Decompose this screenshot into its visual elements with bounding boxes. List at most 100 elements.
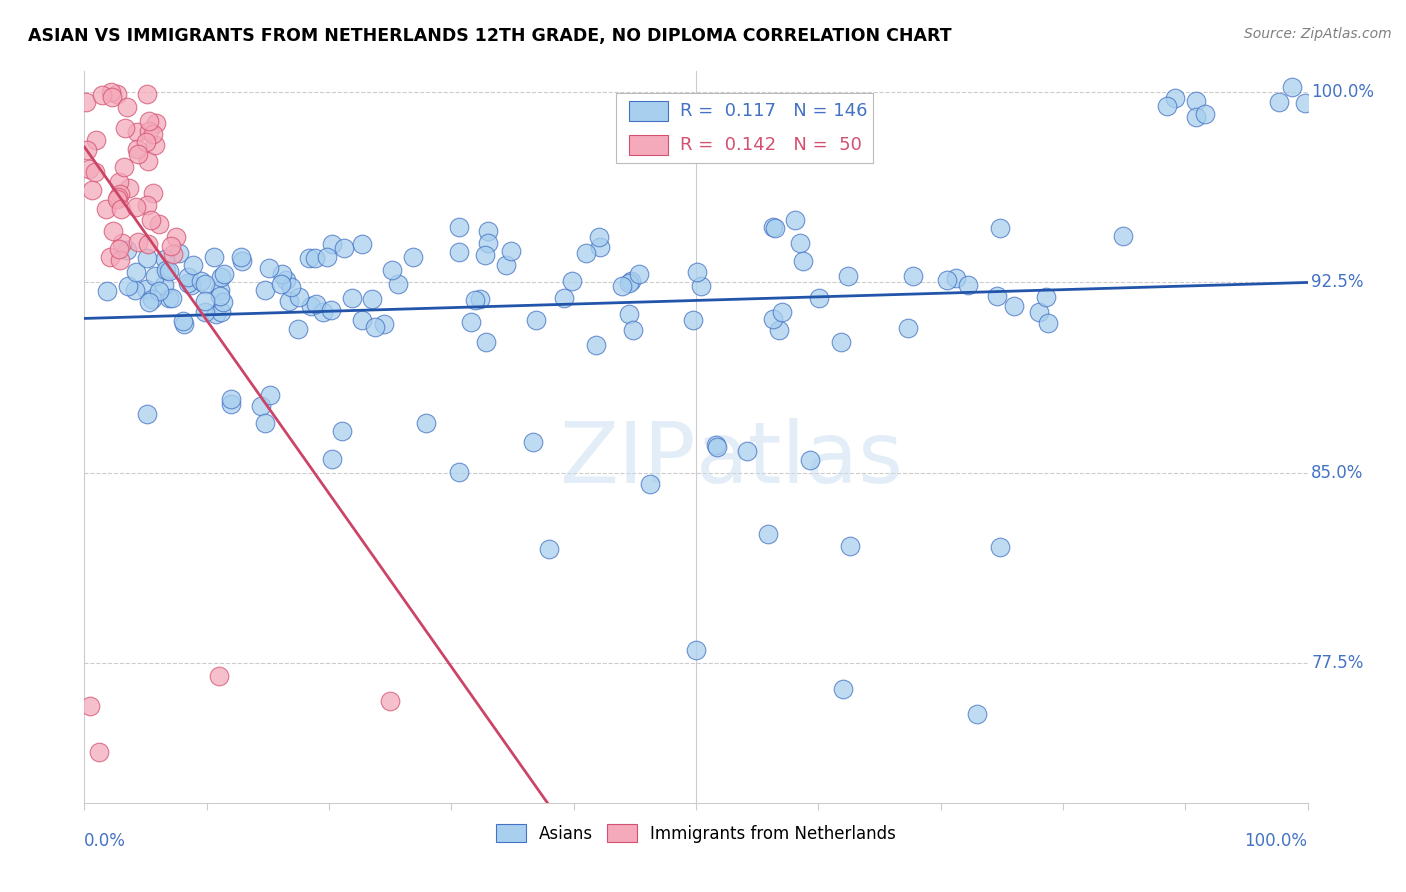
Point — [936, 273, 959, 287]
Text: atlas: atlas — [696, 417, 904, 500]
Point — [988, 221, 1011, 235]
Point — [190, 275, 212, 289]
Point — [138, 113, 160, 128]
Text: 100.0%: 100.0% — [1312, 83, 1374, 101]
Point — [142, 186, 165, 200]
Point — [209, 305, 232, 319]
Point — [380, 694, 402, 708]
Point — [205, 307, 228, 321]
Point — [735, 443, 758, 458]
Point — [288, 291, 311, 305]
Point — [96, 202, 118, 217]
Point — [589, 240, 612, 254]
Point — [316, 250, 339, 264]
Point — [105, 192, 128, 206]
Point — [686, 265, 709, 279]
Point — [838, 539, 860, 553]
Point — [763, 221, 786, 235]
Point — [162, 247, 184, 261]
Point — [499, 244, 522, 258]
Point — [125, 125, 148, 139]
Point — [160, 291, 183, 305]
Text: 85.0%: 85.0% — [1312, 464, 1364, 482]
Point — [799, 453, 821, 467]
Point — [956, 278, 979, 293]
Point — [704, 438, 727, 452]
Point — [373, 317, 395, 331]
Point — [167, 246, 190, 260]
Point — [209, 270, 232, 285]
Point — [180, 278, 202, 293]
Point — [115, 243, 138, 257]
Point — [792, 253, 814, 268]
Point — [270, 277, 292, 291]
Point — [79, 699, 101, 714]
Point — [90, 88, 112, 103]
Point — [304, 251, 326, 265]
Point — [165, 230, 187, 244]
Point — [770, 305, 793, 319]
Point — [108, 175, 131, 189]
Bar — [628, 101, 668, 121]
Point — [447, 465, 470, 479]
Point — [114, 121, 136, 136]
Point — [157, 291, 180, 305]
Bar — [616, 94, 873, 163]
Point — [627, 267, 650, 281]
Text: 100.0%: 100.0% — [1244, 832, 1308, 850]
Point — [101, 90, 124, 104]
Point — [253, 283, 276, 297]
Point — [381, 263, 404, 277]
Text: ASIAN VS IMMIGRANTS FROM NETHERLANDS 12TH GRADE, NO DIPLOMA CORRELATION CHART: ASIAN VS IMMIGRANTS FROM NETHERLANDS 12T… — [28, 27, 952, 45]
Point — [619, 274, 641, 288]
Point — [474, 247, 496, 261]
Point — [1194, 107, 1216, 121]
Point — [617, 276, 640, 290]
Point — [477, 235, 499, 250]
Point — [77, 162, 100, 177]
Point — [257, 260, 280, 275]
Point — [311, 304, 333, 318]
Point — [280, 280, 302, 294]
Point — [762, 220, 785, 235]
Point — [157, 264, 180, 278]
Point — [1111, 229, 1133, 244]
Point — [125, 200, 148, 214]
Point — [110, 202, 132, 217]
Point — [299, 299, 322, 313]
Point — [127, 235, 149, 249]
Point — [470, 292, 492, 306]
Point — [1002, 299, 1025, 313]
Point — [768, 323, 790, 337]
Legend: Asians, Immigrants from Netherlands: Asians, Immigrants from Netherlands — [489, 818, 903, 849]
Point — [75, 95, 97, 109]
Point — [831, 681, 853, 696]
Point — [988, 540, 1011, 554]
Point — [340, 291, 363, 305]
Point — [364, 320, 387, 334]
Point — [561, 275, 583, 289]
Point — [136, 407, 159, 421]
Point — [830, 334, 852, 349]
Point — [212, 295, 235, 310]
Bar — [628, 135, 668, 155]
Point — [706, 441, 728, 455]
Point — [522, 434, 544, 449]
Point — [305, 297, 328, 311]
Point — [96, 284, 118, 298]
Point — [108, 242, 131, 256]
Point — [352, 312, 374, 326]
Point — [274, 273, 297, 287]
Point — [86, 133, 108, 147]
Point — [762, 312, 785, 326]
Point — [117, 279, 139, 293]
Point — [387, 277, 409, 291]
Point — [173, 317, 195, 331]
Point — [148, 284, 170, 298]
Point — [100, 85, 122, 99]
Point — [477, 225, 499, 239]
Text: R =  0.142   N =  50: R = 0.142 N = 50 — [681, 136, 862, 154]
Point — [135, 282, 157, 296]
Point — [270, 267, 292, 281]
Point — [172, 314, 194, 328]
